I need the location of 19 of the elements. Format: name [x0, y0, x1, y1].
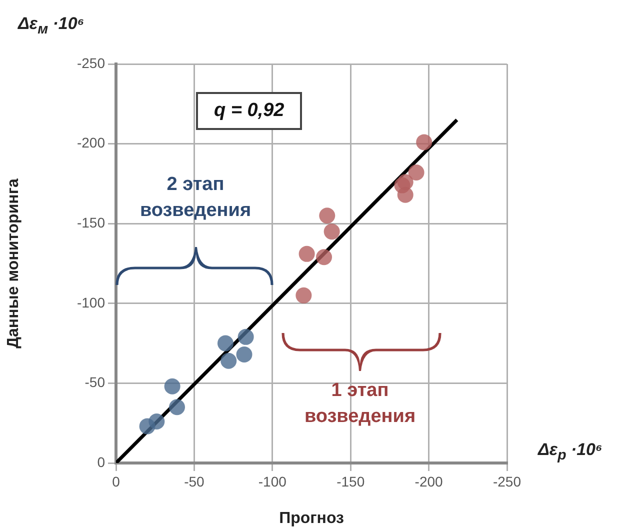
y-tick-label: -50 — [84, 374, 106, 390]
x-axis-title: Прогноз — [279, 510, 344, 527]
x-tick-label: -150 — [336, 473, 365, 490]
annotation: q = 0,92 — [196, 92, 302, 130]
x-tick-label: 0 — [112, 473, 120, 490]
x-tick-label: -50 — [184, 473, 205, 490]
x-tick-label: -200 — [414, 473, 444, 490]
x-tick-label: -250 — [492, 473, 522, 490]
text: Δε$_{м}$ ·10⁶ — [18, 14, 84, 38]
y-tick-label: -100 — [76, 294, 106, 310]
y-tick-label: -200 — [76, 134, 106, 151]
x-tick-label: -100 — [258, 473, 287, 490]
text: Δε$_{p}$ ·10⁶ — [538, 440, 602, 464]
y-axis-title: Данные мониторинга — [5, 178, 22, 348]
annotation: 2 этап возведения — [138, 173, 252, 223]
y-tick-label: -150 — [76, 214, 106, 230]
y-tick-label: -250 — [76, 54, 106, 71]
annotation: 1 этап возведения — [303, 379, 417, 429]
y-tick-label: 0 — [97, 454, 106, 470]
